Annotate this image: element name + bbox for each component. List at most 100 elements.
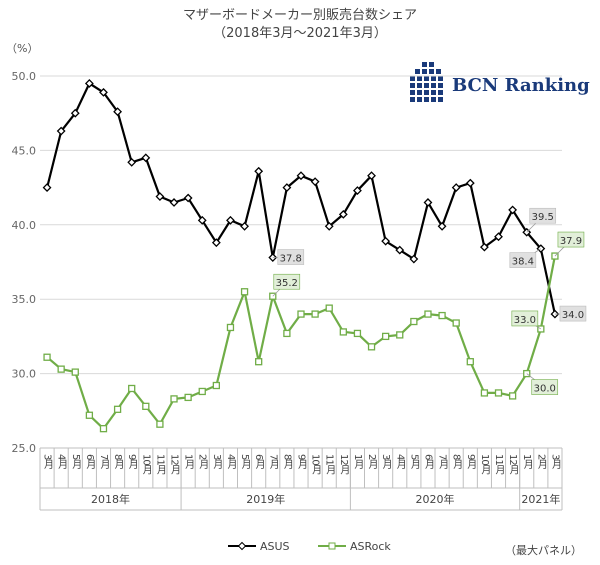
x-tick-label: 1月 xyxy=(183,454,195,470)
legend-label-asus: ASUS xyxy=(260,540,290,553)
x-tick-label: 10月 xyxy=(310,454,322,476)
x-tick-label: 5月 xyxy=(70,454,82,470)
data-point-asrock xyxy=(466,358,474,366)
data-point-asus xyxy=(211,238,221,248)
data-point-asus xyxy=(99,87,108,97)
data-label: 35.2 xyxy=(276,278,298,289)
x-tick-label: 6月 xyxy=(422,454,434,470)
data-point-asus xyxy=(423,198,433,207)
data-point-asus xyxy=(70,108,80,118)
x-tick-label: 3月 xyxy=(380,454,392,470)
y-tick-label: 35.0 xyxy=(12,293,37,306)
data-point-asrock xyxy=(353,329,362,338)
legend-marker-asus xyxy=(237,541,247,551)
data-point-asus xyxy=(42,183,52,193)
data-label-box xyxy=(277,249,305,265)
y-tick-label: 40.0 xyxy=(12,219,37,232)
x-tick-label: 10月 xyxy=(140,454,152,476)
data-label-box xyxy=(273,273,301,290)
data-point-asrock xyxy=(311,310,319,318)
data-label: 30.0 xyxy=(534,384,556,395)
data-point-asrock xyxy=(113,405,122,413)
data-point-asrock xyxy=(283,329,291,338)
x-tick-label: 2月 xyxy=(535,454,547,470)
x-tick-label: 3月 xyxy=(211,454,223,470)
data-point-asus xyxy=(338,209,348,219)
year-label: 2020年 xyxy=(416,492,455,506)
data-point-asus xyxy=(465,178,475,188)
data-point-asus xyxy=(84,79,94,88)
data-point-asrock xyxy=(410,317,418,326)
data-point-asrock xyxy=(226,323,235,332)
logo-text: BCN Ranking xyxy=(452,75,590,96)
chart-title: マザーボードメーカー別販売台数シェア xyxy=(182,8,417,23)
data-point-asus xyxy=(437,221,447,231)
y-tick-label: 50.0 xyxy=(12,70,37,83)
data-point-asus xyxy=(324,221,334,231)
x-tick-label: 11月 xyxy=(154,454,166,476)
x-tick-label: 2月 xyxy=(366,454,378,470)
data-point-asrock xyxy=(57,365,65,373)
data-point-asrock xyxy=(480,389,489,397)
data-point-asrock xyxy=(255,358,263,366)
x-tick-label: 12月 xyxy=(338,454,350,476)
x-tick-label: 7月 xyxy=(267,454,279,470)
data-point-asrock xyxy=(240,288,249,296)
x-tick-label: 1月 xyxy=(352,454,364,470)
year-label: 2021年 xyxy=(521,492,560,506)
y-tick-label: 30.0 xyxy=(12,368,37,381)
data-label-box xyxy=(511,310,539,327)
data-label: 37.8 xyxy=(280,254,302,265)
data-point-asus xyxy=(254,166,264,176)
data-point-asus xyxy=(508,205,518,215)
data-point-asus xyxy=(409,254,419,264)
data-label: 34.0 xyxy=(562,310,584,321)
x-tick-label: 5月 xyxy=(239,454,251,470)
data-point-asrock xyxy=(99,425,108,433)
chart-subtitle: （2018年3月〜2021年3月） xyxy=(213,26,387,41)
data-label: 38.4 xyxy=(512,257,534,268)
data-label-box xyxy=(559,305,587,322)
data-point-asrock xyxy=(128,384,136,393)
data-point-asus xyxy=(141,153,151,163)
data-point-asus xyxy=(451,183,461,193)
data-point-asrock xyxy=(85,411,94,419)
x-tick-label: 12月 xyxy=(507,454,519,476)
data-point-asrock xyxy=(212,381,221,390)
x-tick-label: 6月 xyxy=(84,454,96,470)
data-point-asrock xyxy=(424,310,432,318)
x-tick-label: 9月 xyxy=(465,454,477,470)
data-label: 37.9 xyxy=(560,236,582,247)
x-tick-label: 4月 xyxy=(225,454,237,470)
data-label-box xyxy=(531,379,559,395)
data-point-asus xyxy=(169,198,179,207)
data-point-asrock xyxy=(367,343,376,351)
x-tick-label: 5月 xyxy=(408,454,420,470)
x-tick-label: 2月 xyxy=(197,454,209,470)
x-tick-label: 1月 xyxy=(521,454,533,470)
x-tick-label: 9月 xyxy=(126,454,138,470)
bcn-logo-icon xyxy=(410,62,443,102)
data-label-box xyxy=(557,231,585,248)
footnote: （最大パネル） xyxy=(505,544,582,557)
data-point-asrock xyxy=(494,389,503,397)
data-point-asrock xyxy=(198,387,206,396)
data-point-asrock xyxy=(381,332,390,341)
data-point-asus xyxy=(479,242,489,252)
x-tick-label: 4月 xyxy=(56,454,68,470)
x-tick-label: 12月 xyxy=(169,454,181,476)
data-point-asus xyxy=(183,193,193,203)
series-line-asrock xyxy=(46,255,556,431)
data-point-asus xyxy=(113,107,123,117)
data-point-asus xyxy=(353,186,362,195)
data-point-asus xyxy=(197,215,207,225)
x-tick-label: 4月 xyxy=(394,454,406,470)
x-tick-label: 11月 xyxy=(493,454,505,476)
data-point-asus xyxy=(395,245,405,255)
x-tick-label: 3月 xyxy=(42,454,54,470)
data-point-asus xyxy=(310,177,320,187)
data-point-asus xyxy=(56,126,66,136)
data-point-asus xyxy=(494,232,503,242)
x-tick-label: 10月 xyxy=(479,454,491,476)
data-point-asus xyxy=(367,171,376,181)
